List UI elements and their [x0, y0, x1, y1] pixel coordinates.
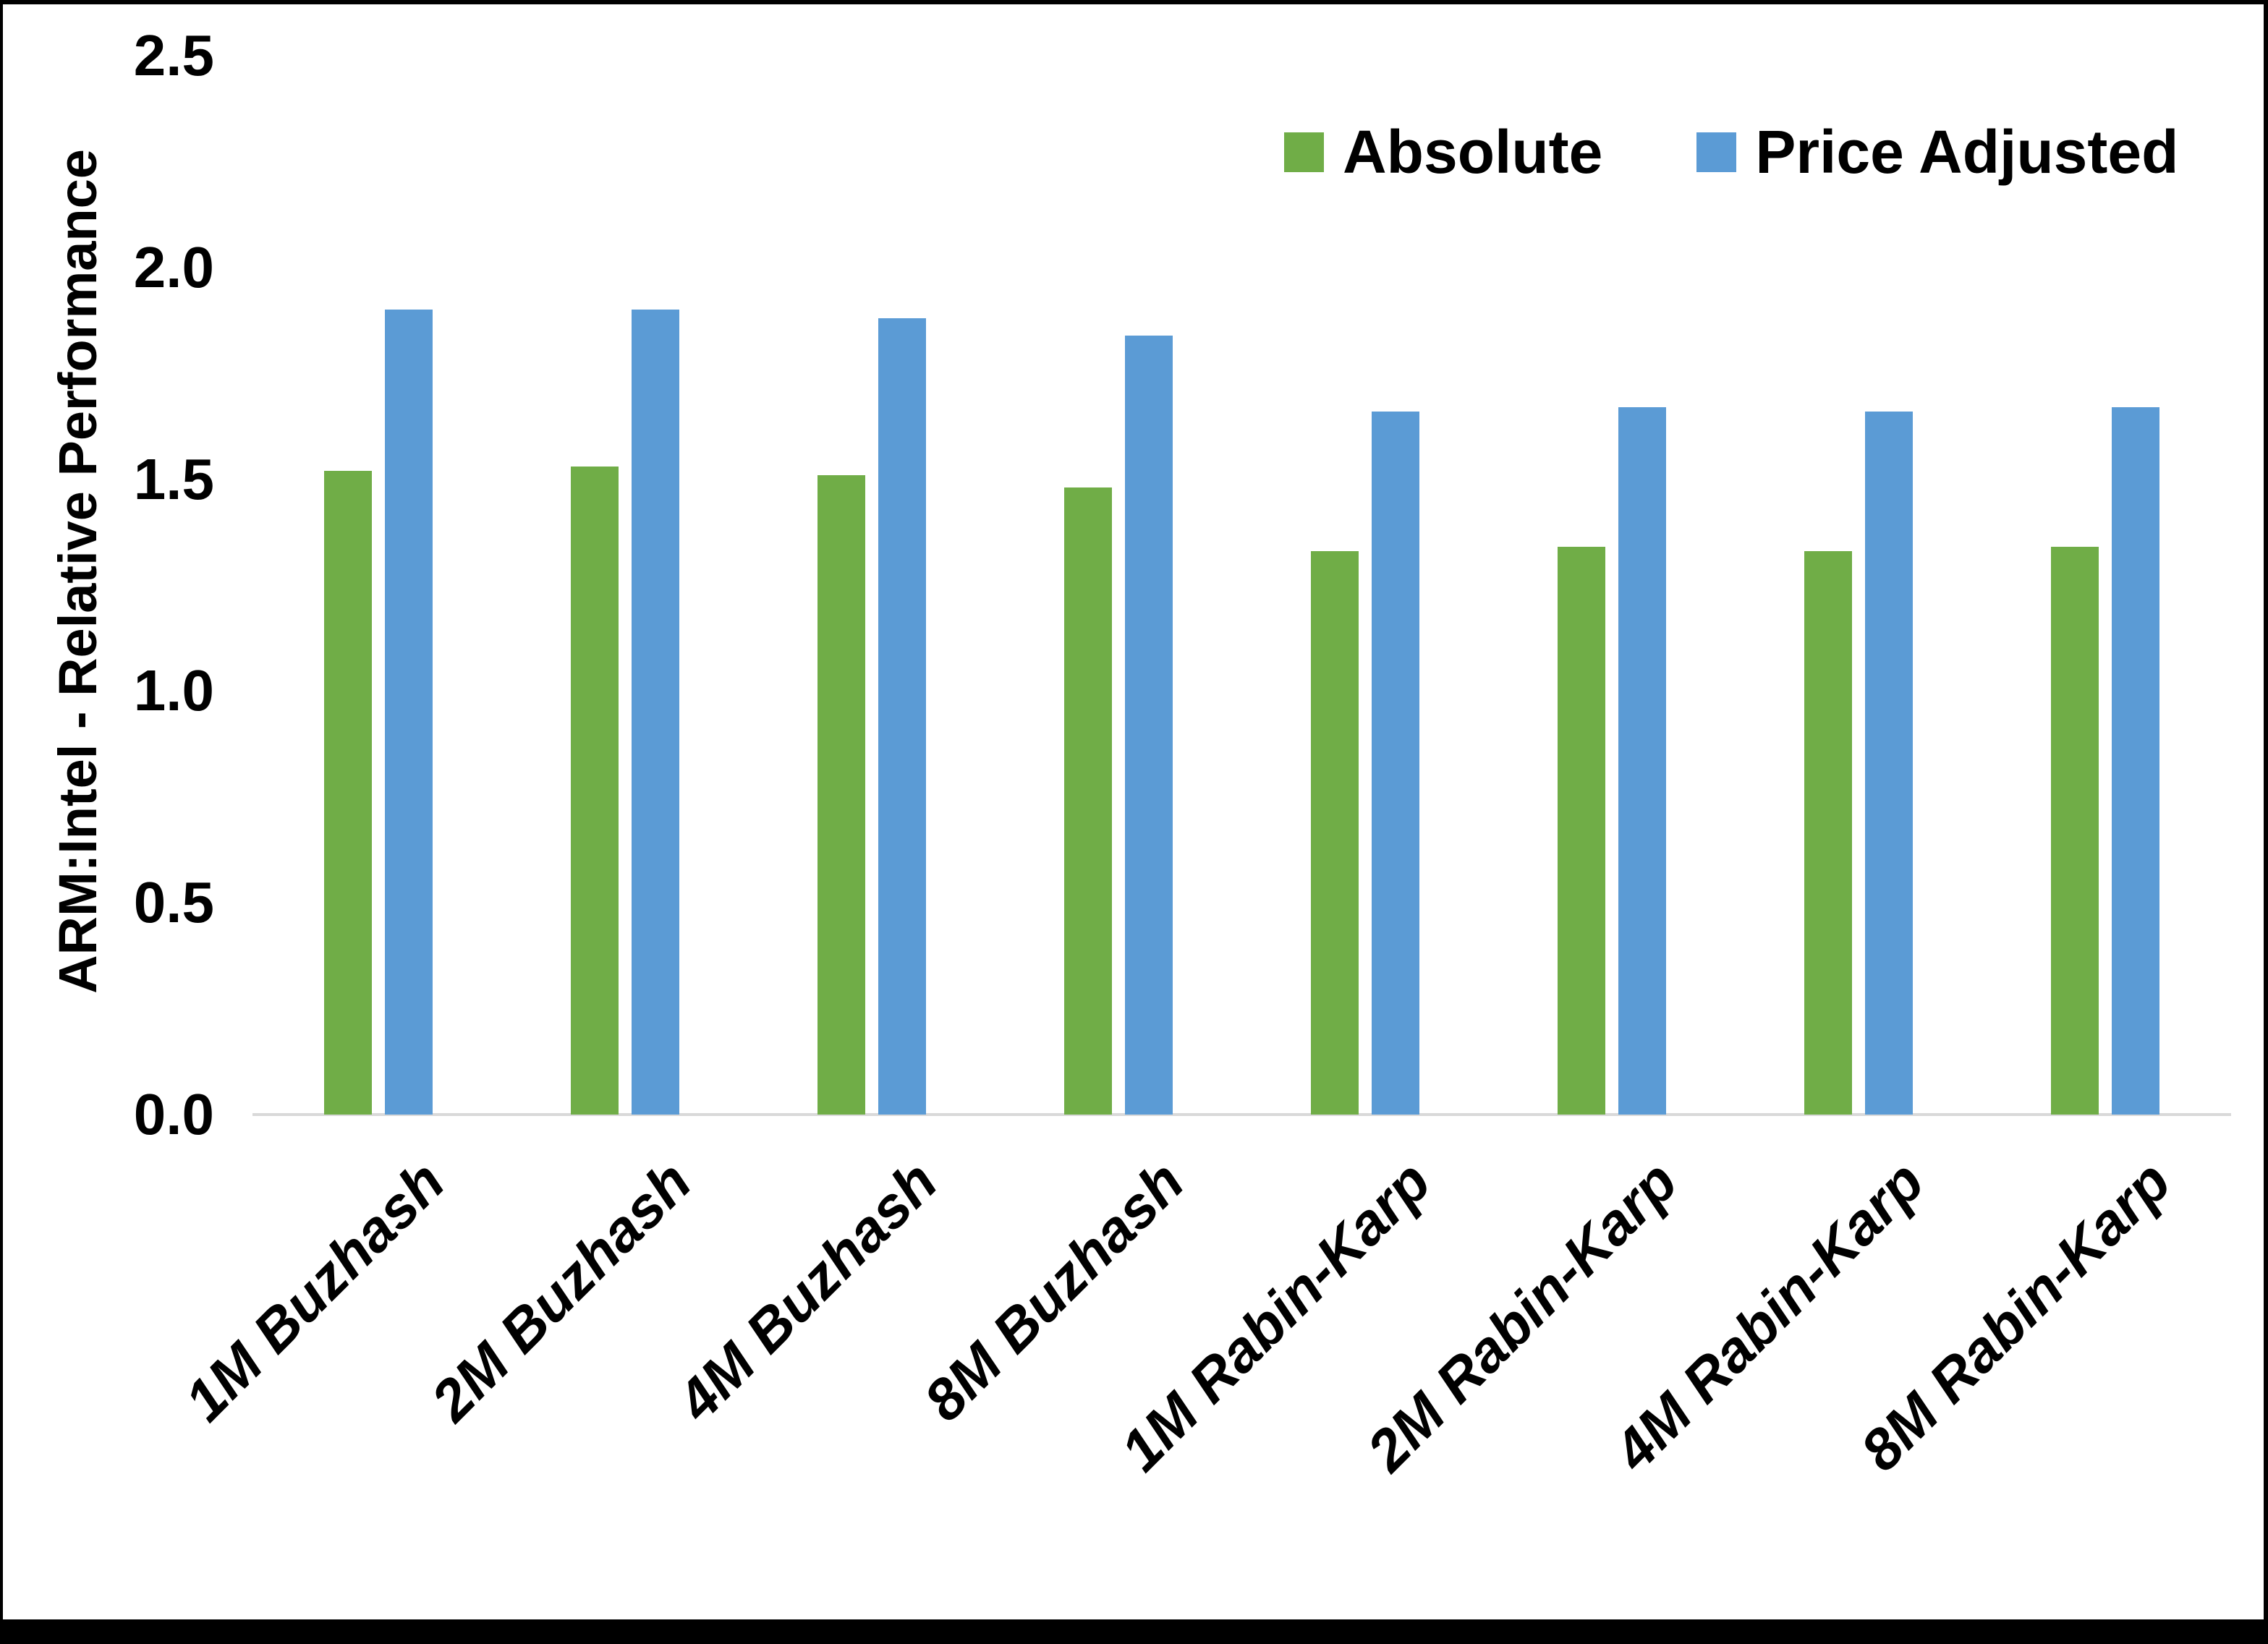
x-category-label: 2M Buzhash — [418, 1149, 703, 1434]
absolute-bar — [571, 467, 619, 1115]
bar-group — [1735, 56, 1982, 1115]
x-category-label: 4M Buzhash — [665, 1149, 950, 1434]
legend: Absolute Price Adjusted — [1284, 122, 2178, 182]
y-tick-label: 0.5 — [133, 870, 214, 935]
price-adjusted-bar — [385, 310, 433, 1115]
frame-border-left — [0, 0, 3, 1644]
y-tick-label: 0.0 — [133, 1082, 214, 1146]
x-category-label: 8M Buzhash — [912, 1149, 1197, 1434]
absolute-bar — [1557, 547, 1605, 1115]
price-adjusted-bar — [878, 318, 927, 1115]
absolute-legend-swatch-icon — [1284, 132, 1324, 172]
frame-border-right — [2264, 0, 2268, 1644]
y-tick-label: 2.0 — [133, 234, 214, 299]
bar-group — [1982, 56, 2228, 1115]
legend-label-absolute: Absolute — [1343, 118, 1603, 186]
bar-group — [1488, 56, 1735, 1115]
y-tick-label: 1.5 — [133, 446, 214, 511]
plot-area — [255, 56, 2228, 1115]
bar-group — [749, 56, 995, 1115]
absolute-bar — [1064, 487, 1113, 1115]
price-adjusted-bar — [1125, 335, 1173, 1115]
bar-group — [1242, 56, 1489, 1115]
legend-label-price-adjusted: Price Adjusted — [1755, 118, 2179, 186]
bar-group — [995, 56, 1242, 1115]
legend-item-absolute: Absolute — [1284, 122, 1602, 182]
absolute-bar — [2050, 547, 2099, 1115]
y-tick-label: 2.5 — [133, 23, 214, 88]
price-adjusted-legend-swatch-icon — [1696, 132, 1737, 172]
x-axis-baseline — [252, 1113, 2231, 1116]
price-adjusted-bar — [1864, 411, 1913, 1115]
price-adjusted-bar — [632, 310, 680, 1115]
bar-group — [502, 56, 749, 1115]
frame-border-top — [0, 0, 2268, 4]
price-adjusted-bar — [1371, 411, 1419, 1115]
frame-border-bottom — [0, 1619, 2268, 1644]
absolute-bar — [324, 470, 373, 1115]
absolute-bar — [1310, 551, 1359, 1115]
absolute-bar — [817, 474, 866, 1115]
legend-item-price-adjusted: Price Adjusted — [1696, 122, 2178, 182]
price-adjusted-bar — [1618, 407, 1666, 1115]
price-adjusted-bar — [2111, 407, 2159, 1115]
bar-group — [255, 56, 502, 1115]
absolute-bar — [1804, 551, 1852, 1115]
x-category-label: 1M Buzhash — [171, 1149, 456, 1434]
y-tick-label: 1.0 — [133, 658, 214, 723]
